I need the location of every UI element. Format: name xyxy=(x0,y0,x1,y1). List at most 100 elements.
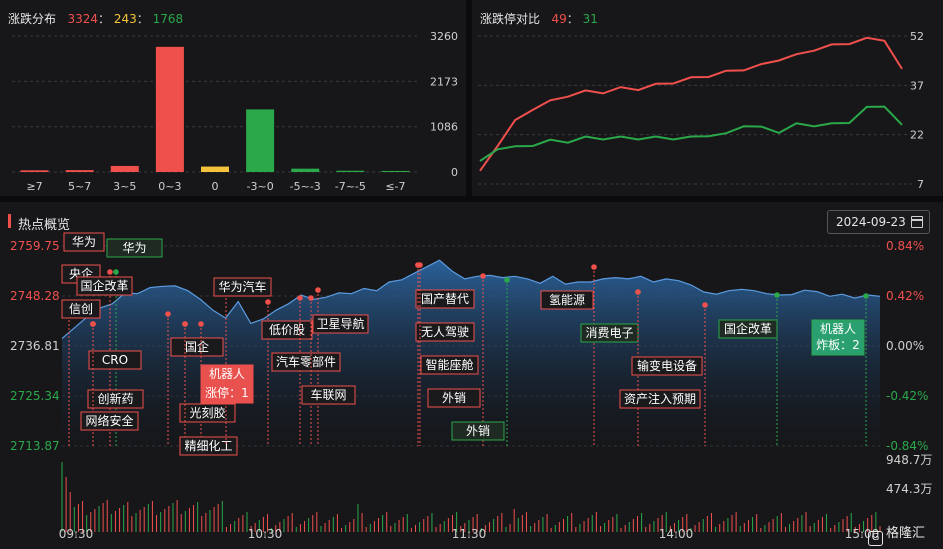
annotation-box xyxy=(170,337,224,357)
annotation-box xyxy=(811,319,865,356)
bar xyxy=(20,170,49,172)
y-right-tick-label: 0.84% xyxy=(886,239,924,253)
y-right-tick-label: 0.00% xyxy=(886,339,924,353)
limit-up-count: 49 xyxy=(551,12,567,26)
y-tick-label: 3260 xyxy=(430,30,458,43)
annotation-label: 华为 xyxy=(72,235,96,249)
y-right-tick-label: -0.42% xyxy=(886,389,928,403)
annotation-box xyxy=(213,277,272,297)
annotation-label: 创新药 xyxy=(97,391,133,406)
annotation-box xyxy=(200,364,254,404)
limit-up-series-line xyxy=(479,36,903,172)
annotation-dot xyxy=(417,262,423,268)
annotation-box xyxy=(87,389,144,409)
colon-separator: ： xyxy=(566,12,579,26)
annotation-box xyxy=(271,352,341,372)
annotation-label: 光刻胶 xyxy=(189,405,225,420)
annotation-box xyxy=(106,238,163,258)
annotation-dot xyxy=(702,302,708,308)
annotation-label: 华为汽车 xyxy=(218,279,266,294)
annotation-box xyxy=(420,355,479,375)
bar xyxy=(246,109,275,172)
volume-tick-label: 948.7万 xyxy=(886,453,932,467)
distribution-header: 涨跌分布 3324： 243： 1768 xyxy=(8,10,183,27)
annotation-label: 外销 xyxy=(466,424,490,438)
logo: G 格隆汇 xyxy=(868,522,925,546)
x-tick-label: 14:00 xyxy=(659,527,694,541)
x-tick-label: 3~5 xyxy=(113,180,136,193)
annotation-box xyxy=(451,421,505,441)
annotation-label: 卫星导航 xyxy=(316,316,364,331)
calendar-icon[interactable] xyxy=(911,216,923,228)
logo-icon: G xyxy=(868,531,883,546)
hot-overview-panel: 热点概览 2024-09-23 2759.75 0.84% 2748.28 0.42%… xyxy=(0,202,943,549)
annotation-box xyxy=(415,322,475,342)
annotation-box xyxy=(427,388,481,408)
y-tick-label: 37 xyxy=(910,79,924,92)
down-count: 1768 xyxy=(152,12,184,26)
annotation-label: 信创 xyxy=(69,302,93,316)
y-tick-label: 7 xyxy=(917,178,924,191)
annotation-box xyxy=(76,276,133,296)
annotation-sub-label: 炸板：2 xyxy=(816,338,860,352)
y-tick-label: 52 xyxy=(910,30,924,43)
date-picker[interactable]: 2024-09-23 xyxy=(827,210,930,234)
x-tick-label: -5~-3 xyxy=(290,180,321,193)
y-tick-label: 22 xyxy=(910,129,924,142)
index-line xyxy=(61,259,881,340)
annotation-box xyxy=(631,356,703,376)
annotation-label: 网络安全 xyxy=(85,413,133,428)
x-tick-label: ≤-7 xyxy=(385,180,405,193)
bar xyxy=(381,170,410,172)
annotation-label: 外销 xyxy=(442,391,466,405)
distribution-title: 涨跌分布 xyxy=(8,12,57,26)
annotation-dot xyxy=(113,269,119,275)
annotation-box xyxy=(179,436,238,456)
annotation-dot xyxy=(591,264,597,270)
annotation-dot xyxy=(182,321,188,327)
annotation-box xyxy=(619,389,701,409)
annotation-dot xyxy=(635,289,641,295)
annotation-dot xyxy=(308,295,314,301)
bar xyxy=(201,166,229,172)
y-left-tick-label: 2759.75 xyxy=(10,239,60,253)
bar xyxy=(110,165,139,172)
annotation-box xyxy=(718,319,778,339)
annotation-box xyxy=(179,403,236,423)
annotation-label: 氢能源 xyxy=(549,292,585,307)
annotation-label: 精细化工 xyxy=(184,439,232,453)
x-tick-label: -3~0 xyxy=(247,180,274,193)
annotation-box xyxy=(540,290,594,310)
annotation-label: 低价股 xyxy=(269,323,305,337)
x-tick-label: 5~7 xyxy=(68,180,91,193)
annotation-dot xyxy=(198,321,204,327)
annotation-box xyxy=(415,289,475,309)
y-right-tick-label: 0.42% xyxy=(886,289,924,303)
annotation-dot xyxy=(504,277,510,283)
x-tick-label: 11:30 xyxy=(452,527,487,541)
annotation-label: CRO xyxy=(102,353,128,367)
limit-ratio-line-chart: 52 37 22 7 xyxy=(478,30,924,191)
x-tick-label: 15:00 xyxy=(845,527,880,541)
y-tick-label: 1086 xyxy=(430,121,458,134)
flat-count: 243 xyxy=(113,12,137,26)
annotation-dot xyxy=(315,287,321,293)
annotation-label: 国产替代 xyxy=(421,292,469,306)
bar xyxy=(291,168,320,172)
title-accent-bar xyxy=(8,214,11,228)
annotation-dot xyxy=(165,311,171,317)
bar xyxy=(336,170,365,172)
annotation-label: 机器人 xyxy=(209,367,245,381)
annotation-label: 机器人 xyxy=(820,322,856,336)
annotation-dot xyxy=(265,299,271,305)
hot-title: 热点概览 xyxy=(18,218,71,233)
y-left-tick-label: 2748.28 xyxy=(10,289,60,303)
annotation-label: 华为 xyxy=(122,241,146,255)
x-tick-label: 0~3 xyxy=(158,180,181,193)
ratio-title: 涨跌停对比 xyxy=(480,12,541,26)
limit-down-count: 31 xyxy=(582,12,598,26)
colon-separator: ： xyxy=(98,12,111,26)
distribution-panel: 涨跌分布 3324： 243： 1768 3260 2173 1086 0 ≥7 5~7 3… xyxy=(0,0,466,196)
annotation-dot xyxy=(863,293,869,299)
volume-tick-label: 474.3万 xyxy=(886,482,932,496)
